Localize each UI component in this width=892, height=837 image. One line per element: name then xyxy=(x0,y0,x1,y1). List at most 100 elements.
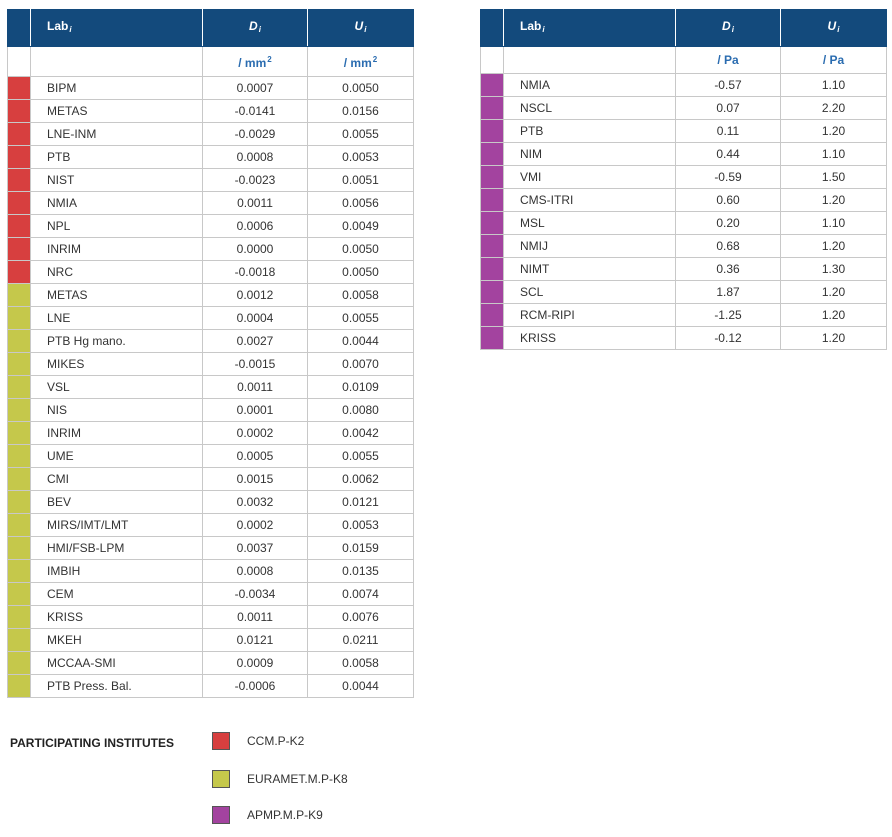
u-unit: / mm2 xyxy=(307,46,414,77)
group-color-cell xyxy=(7,306,31,330)
group-color-cell xyxy=(7,582,31,606)
color-header-cell xyxy=(480,9,504,47)
u-value-cell: 1.30 xyxy=(780,257,887,281)
group-color-cell xyxy=(7,536,31,560)
lab-cell: MKEH xyxy=(30,628,203,652)
legend-swatch xyxy=(212,732,230,750)
d-value-cell: -0.0023 xyxy=(202,168,308,192)
u-value-cell: 0.0058 xyxy=(307,651,414,675)
lab-cell: KRISS xyxy=(30,605,203,629)
lab-cell: LNE-INM xyxy=(30,122,203,146)
lab-cell: NIM xyxy=(503,142,676,166)
group-color-cell xyxy=(7,490,31,514)
group-color-cell xyxy=(7,605,31,629)
legend-label: EURAMET.M.P-K8 xyxy=(247,772,348,786)
lab-cell: NRC xyxy=(30,260,203,284)
lab-cell: METAS xyxy=(30,283,203,307)
u-value-cell: 0.0135 xyxy=(307,559,414,583)
u-value-cell: 1.20 xyxy=(780,234,887,258)
d-header: Di xyxy=(202,9,308,47)
header-row: Labi Di Ui xyxy=(7,9,414,47)
d-value-cell: 1.87 xyxy=(675,280,781,304)
legend-swatch xyxy=(212,806,230,824)
lab-cell: MIKES xyxy=(30,352,203,376)
table-row: INRIM 0.0000 0.0050 xyxy=(7,237,414,261)
d-value-cell: 0.0009 xyxy=(202,651,308,675)
d-value-cell: -0.0141 xyxy=(202,99,308,123)
table-row: LNE 0.0004 0.0055 xyxy=(7,306,414,330)
lab-cell: NMIA xyxy=(503,73,676,97)
lab-cell: MIRS/IMT/LMT xyxy=(30,513,203,537)
table-row: RCM-RIPI -1.25 1.20 xyxy=(480,303,887,327)
group-color-cell xyxy=(7,122,31,146)
table-row: MSL 0.20 1.10 xyxy=(480,211,887,235)
lab-cell: NMIA xyxy=(30,191,203,215)
d-unit: / Pa xyxy=(675,46,781,74)
u-value-cell: 1.20 xyxy=(780,188,887,212)
group-color-cell xyxy=(480,257,504,281)
lab-cell: SCL xyxy=(503,280,676,304)
group-color-cell xyxy=(480,165,504,189)
d-value-cell: -1.25 xyxy=(675,303,781,327)
d-value-cell: 0.0011 xyxy=(202,191,308,215)
lab-cell: CMS-ITRI xyxy=(503,188,676,212)
d-value-cell: 0.0004 xyxy=(202,306,308,330)
table-row: SCL 1.87 1.20 xyxy=(480,280,887,304)
u-value-cell: 0.0056 xyxy=(307,191,414,215)
d-value-cell: 0.07 xyxy=(675,96,781,120)
table-row: NMIA 0.0011 0.0056 xyxy=(7,191,414,215)
unit-empty-cell xyxy=(30,46,203,77)
group-color-cell xyxy=(7,651,31,675)
table-row: PTB 0.11 1.20 xyxy=(480,119,887,143)
d-value-cell: 0.68 xyxy=(675,234,781,258)
group-color-cell xyxy=(7,444,31,468)
u-value-cell: 0.0080 xyxy=(307,398,414,422)
group-color-cell xyxy=(480,73,504,97)
d-value-cell: -0.0018 xyxy=(202,260,308,284)
group-color-cell xyxy=(7,191,31,215)
u-value-cell: 1.20 xyxy=(780,280,887,304)
group-color-cell xyxy=(7,145,31,169)
lab-cell: RCM-RIPI xyxy=(503,303,676,327)
group-color-cell xyxy=(7,513,31,537)
table-row: MCCAA-SMI 0.0009 0.0058 xyxy=(7,651,414,675)
u-value-cell: 0.0109 xyxy=(307,375,414,399)
group-color-cell xyxy=(480,211,504,235)
group-color-cell xyxy=(7,375,31,399)
lab-cell: PTB Hg mano. xyxy=(30,329,203,353)
d-value-cell: 0.0000 xyxy=(202,237,308,261)
d-value-cell: 0.0037 xyxy=(202,536,308,560)
group-color-cell xyxy=(480,280,504,304)
lab-cell: PTB Press. Bal. xyxy=(30,674,203,698)
d-value-cell: 0.0121 xyxy=(202,628,308,652)
legend-swatch xyxy=(212,770,230,788)
d-value-cell: -0.0015 xyxy=(202,352,308,376)
d-value-cell: 0.0011 xyxy=(202,375,308,399)
u-value-cell: 0.0042 xyxy=(307,421,414,445)
u-unit: / Pa xyxy=(780,46,887,74)
group-color-cell xyxy=(480,326,504,350)
table-row: NIST -0.0023 0.0051 xyxy=(7,168,414,192)
d-value-cell: 0.0008 xyxy=(202,145,308,169)
lab-cell: CEM xyxy=(30,582,203,606)
u-header: Ui xyxy=(780,9,887,47)
table-row: NPL 0.0006 0.0049 xyxy=(7,214,414,238)
table-row: MKEH 0.0121 0.0211 xyxy=(7,628,414,652)
lab-cell: LNE xyxy=(30,306,203,330)
group-color-cell xyxy=(7,329,31,353)
d-value-cell: -0.0006 xyxy=(202,674,308,698)
group-color-cell xyxy=(480,303,504,327)
lab-cell: NIS xyxy=(30,398,203,422)
legend-label: CCM.P-K2 xyxy=(247,734,305,748)
d-value-cell: -0.0034 xyxy=(202,582,308,606)
table-row: PTB Hg mano. 0.0027 0.0044 xyxy=(7,329,414,353)
u-value-cell: 0.0055 xyxy=(307,122,414,146)
u-value-cell: 0.0074 xyxy=(307,582,414,606)
u-value-cell: 1.10 xyxy=(780,73,887,97)
u-value-cell: 0.0055 xyxy=(307,444,414,468)
d-value-cell: 0.0006 xyxy=(202,214,308,238)
d-value-cell: 0.36 xyxy=(675,257,781,281)
table-row: HMI/FSB-LPM 0.0037 0.0159 xyxy=(7,536,414,560)
table-row: CMS-ITRI 0.60 1.20 xyxy=(480,188,887,212)
table-row: INRIM 0.0002 0.0042 xyxy=(7,421,414,445)
